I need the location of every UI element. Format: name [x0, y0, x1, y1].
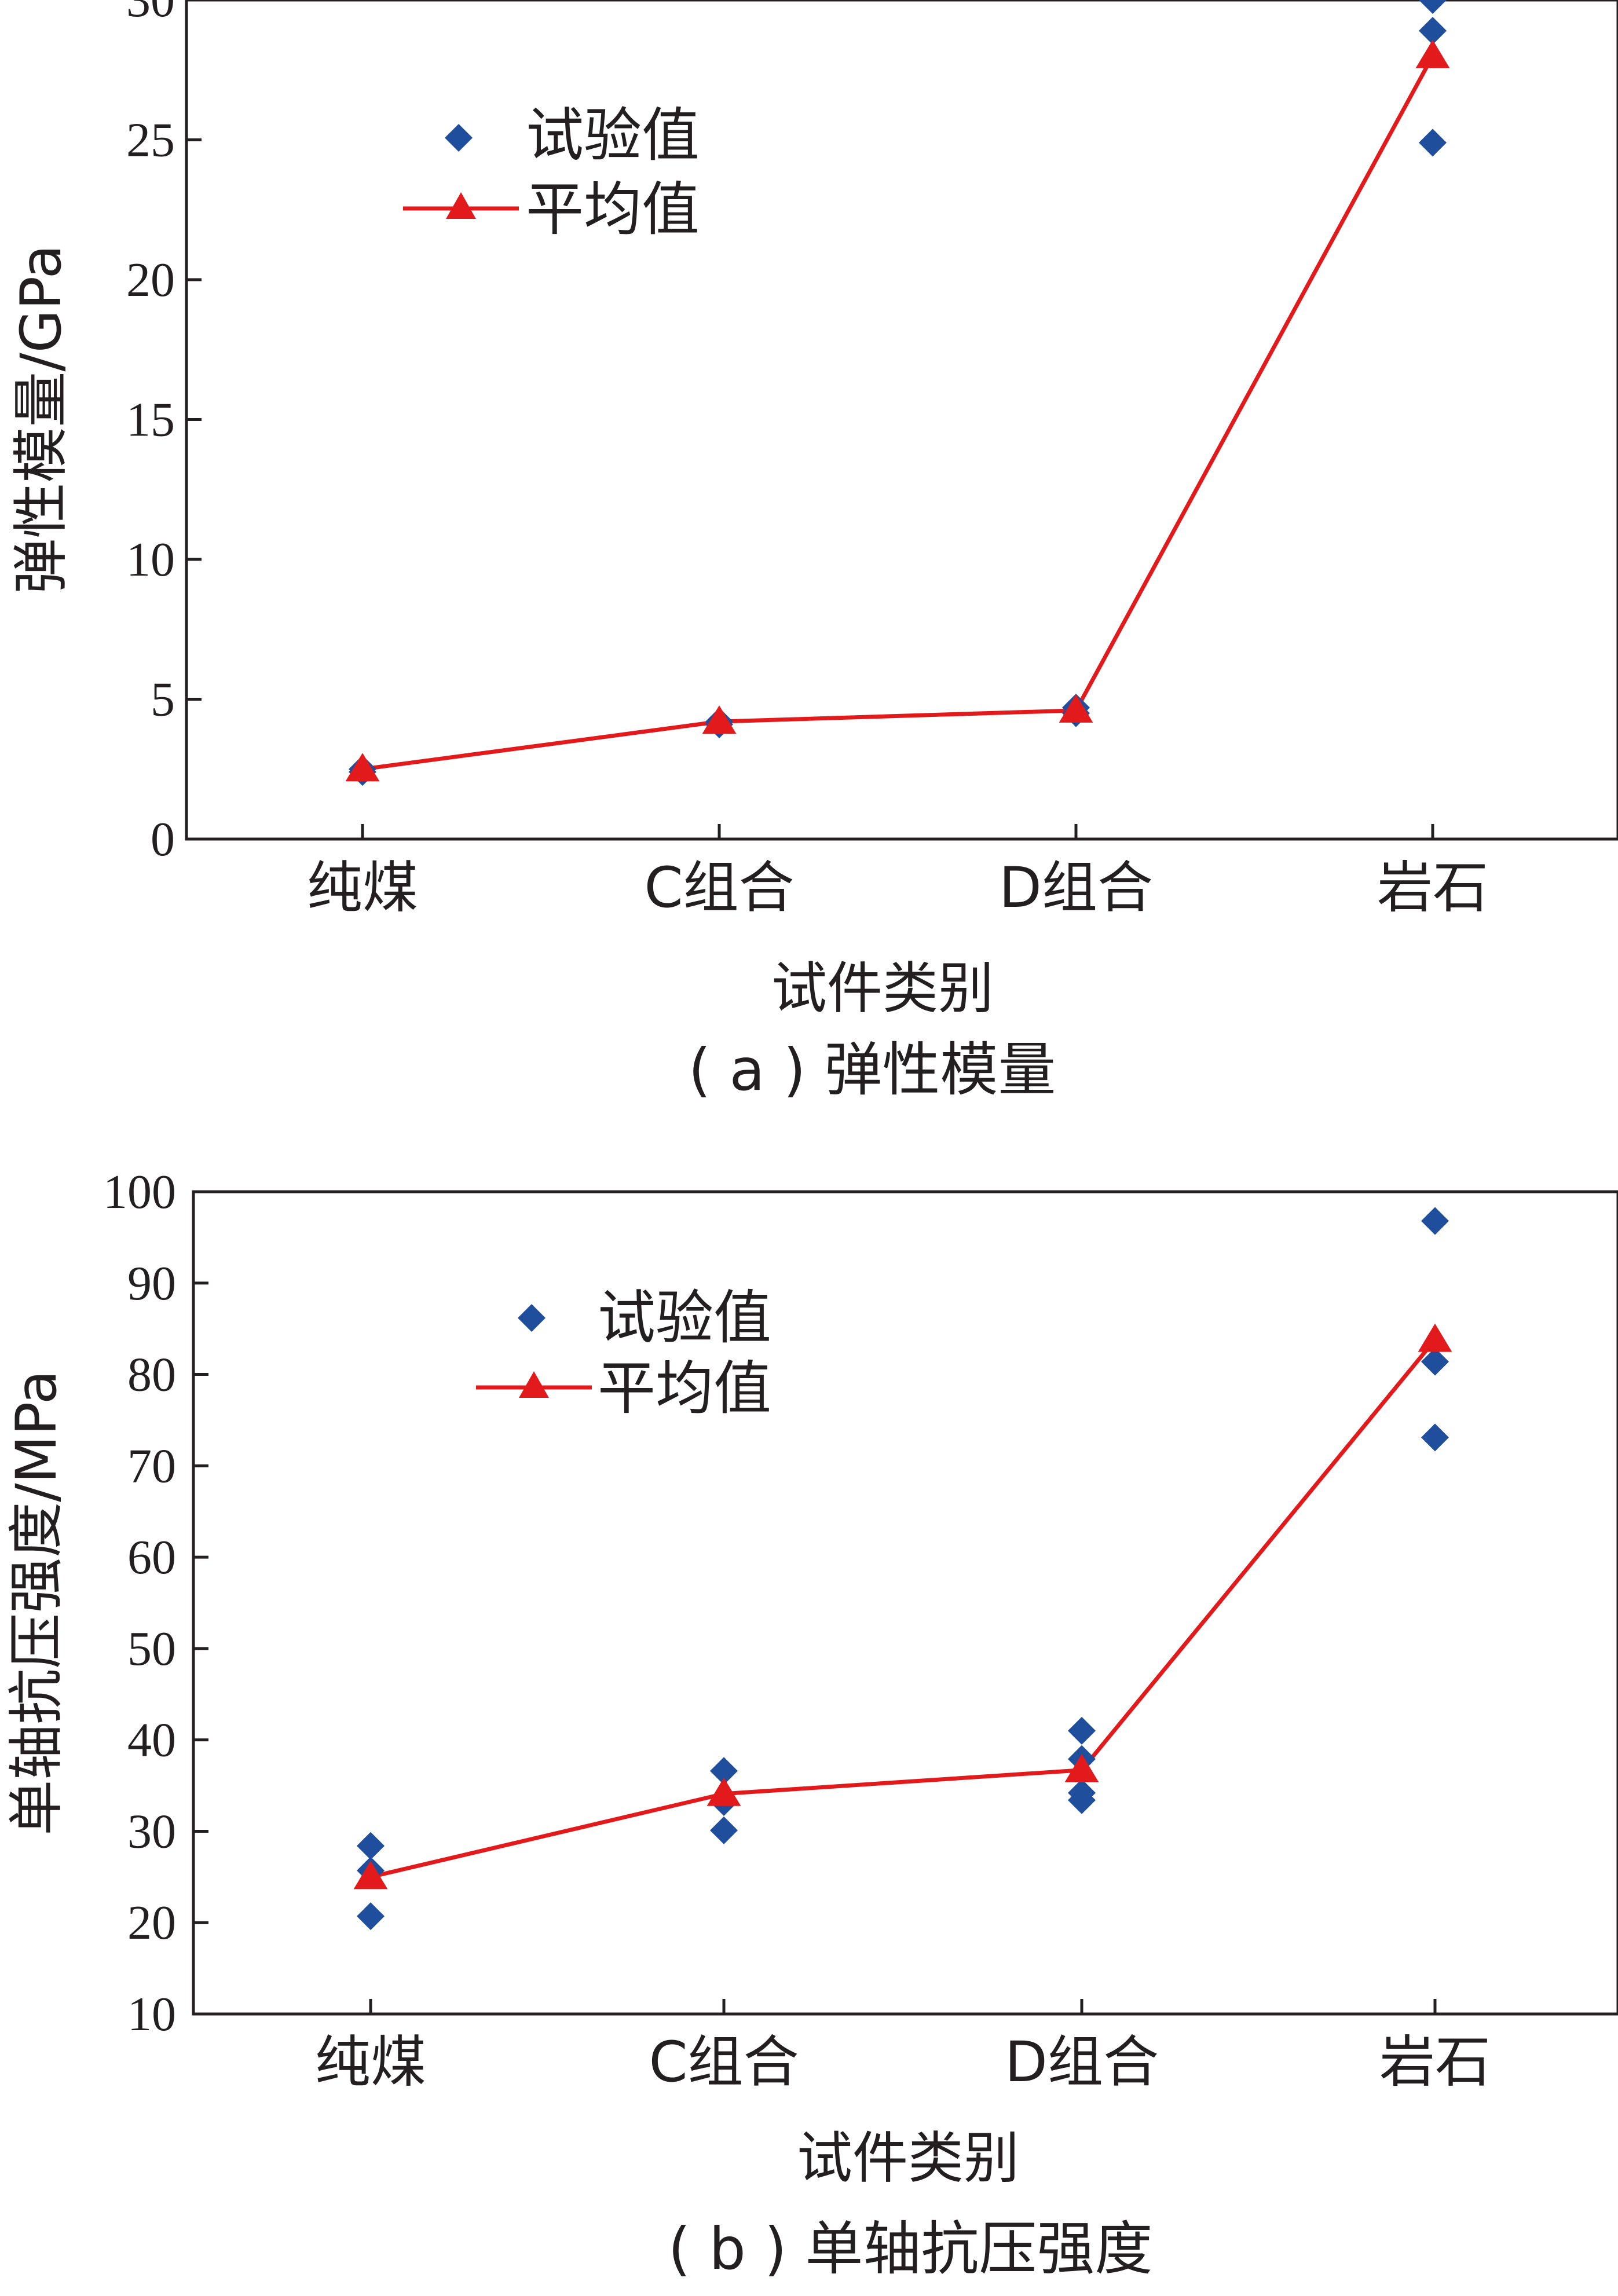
- mean-point: [353, 1861, 388, 1889]
- mean-point: [702, 705, 737, 734]
- y-tick-label: 60: [127, 1530, 176, 1584]
- y-tick-label: 80: [127, 1348, 176, 1402]
- y-tick-label: 70: [127, 1439, 176, 1493]
- test-point: [710, 1816, 738, 1844]
- mean-line: [370, 1338, 1437, 1879]
- x-tick-label: C组合: [649, 2030, 799, 2094]
- test-point: [1419, 17, 1447, 45]
- x-axis-title: 试件类别: [771, 956, 994, 1021]
- x-axis-ticks: 纯煤 C组合 D组合 岩石: [315, 1999, 1491, 2094]
- x-tick-label: D组合: [999, 855, 1153, 920]
- legend-label-mean: 平均值: [598, 1354, 771, 1422]
- test-points: [349, 0, 1447, 786]
- legend-diamond-marker: [518, 1304, 546, 1332]
- mean-point: [1415, 39, 1450, 68]
- legend-triangle-marker: [519, 1371, 549, 1398]
- chart-elastic-modulus: 0 5 10 15 20 25 30 纯煤 C组合 D组合 岩石 试验值 平均值 弹性模量/GPa…: [9, 0, 1618, 1104]
- test-point: [1419, 129, 1447, 157]
- legend-label-test: 试验值: [598, 1284, 771, 1352]
- y-axis-title: 弹性模量/GPa: [9, 244, 74, 594]
- chart-compressive-strength: 10 20 30 40 50 60 70 80 90 100 纯煤 C组合 D组合 岩石 试验值 平均值…: [4, 1165, 1618, 2283]
- x-axis-ticks: 纯煤 C组合 D组合 岩石: [307, 824, 1488, 920]
- y-axis-ticks: 10 20 30 40 50 60 70 80 90 100: [103, 1165, 208, 2041]
- mean-point: [1064, 1753, 1099, 1782]
- mean-line-path: [370, 1338, 1437, 1879]
- mean-point: [1059, 694, 1093, 723]
- legend: 试验值 平均值: [476, 1284, 771, 1422]
- mean-point: [345, 753, 380, 782]
- test-point: [1068, 1779, 1096, 1807]
- y-tick-label: 0: [151, 812, 175, 866]
- test-point: [357, 1902, 385, 1931]
- test-point: [1421, 1347, 1449, 1376]
- y-tick-label: 25: [126, 113, 175, 167]
- mean-point: [706, 1777, 741, 1806]
- y-axis-title: 单轴抗压强度/MPa: [4, 1370, 69, 1836]
- y-tick-label: 100: [103, 1165, 176, 1219]
- x-tick-label: 纯煤: [307, 855, 418, 920]
- legend-triangle-marker: [446, 192, 476, 219]
- y-tick-label: 50: [127, 1622, 176, 1676]
- legend-label-mean: 平均值: [526, 175, 700, 243]
- x-tick-label: 岩石: [1377, 855, 1488, 920]
- y-tick-label: 15: [126, 393, 175, 447]
- legend-diamond-marker: [445, 124, 473, 152]
- caption-a: ( a ) 弹性模量: [689, 1036, 1056, 1104]
- test-point: [357, 1832, 385, 1860]
- y-tick-label: 20: [127, 1896, 176, 1950]
- caption-b: ( b ) 单轴抗压强度: [668, 2215, 1153, 2283]
- legend-label-test: 试验值: [526, 101, 700, 169]
- test-point: [1421, 1423, 1449, 1452]
- y-axis-ticks: 0 5 10 15 20 25 30: [126, 0, 202, 866]
- y-tick-label: 10: [126, 533, 175, 587]
- mean-line-path: [362, 54, 1435, 771]
- test-point: [1068, 1716, 1096, 1745]
- legend: 试验值 平均值: [403, 101, 700, 243]
- y-tick-label: 20: [126, 253, 175, 307]
- plot-frame: [192, 1190, 1618, 2016]
- y-tick-label: 30: [127, 1804, 176, 1858]
- plot-frame: [185, 0, 1618, 841]
- x-tick-label: 纯煤: [315, 2030, 426, 2094]
- x-axis-title: 试件类别: [797, 2126, 1019, 2191]
- x-tick-label: 岩石: [1379, 2030, 1491, 2094]
- y-tick-label: 40: [127, 1713, 176, 1767]
- y-tick-label: 5: [151, 673, 175, 727]
- y-tick-label: 90: [127, 1257, 176, 1310]
- x-tick-label: C组合: [644, 855, 794, 920]
- mean-point: [1418, 1323, 1452, 1352]
- test-point: [1421, 1207, 1449, 1235]
- y-tick-label: 30: [126, 0, 175, 27]
- y-tick-label: 10: [127, 1987, 176, 2041]
- x-tick-label: D组合: [1005, 2030, 1159, 2094]
- mean-line: [362, 54, 1435, 771]
- test-point: [710, 1757, 738, 1785]
- test-point: [1419, 0, 1447, 14]
